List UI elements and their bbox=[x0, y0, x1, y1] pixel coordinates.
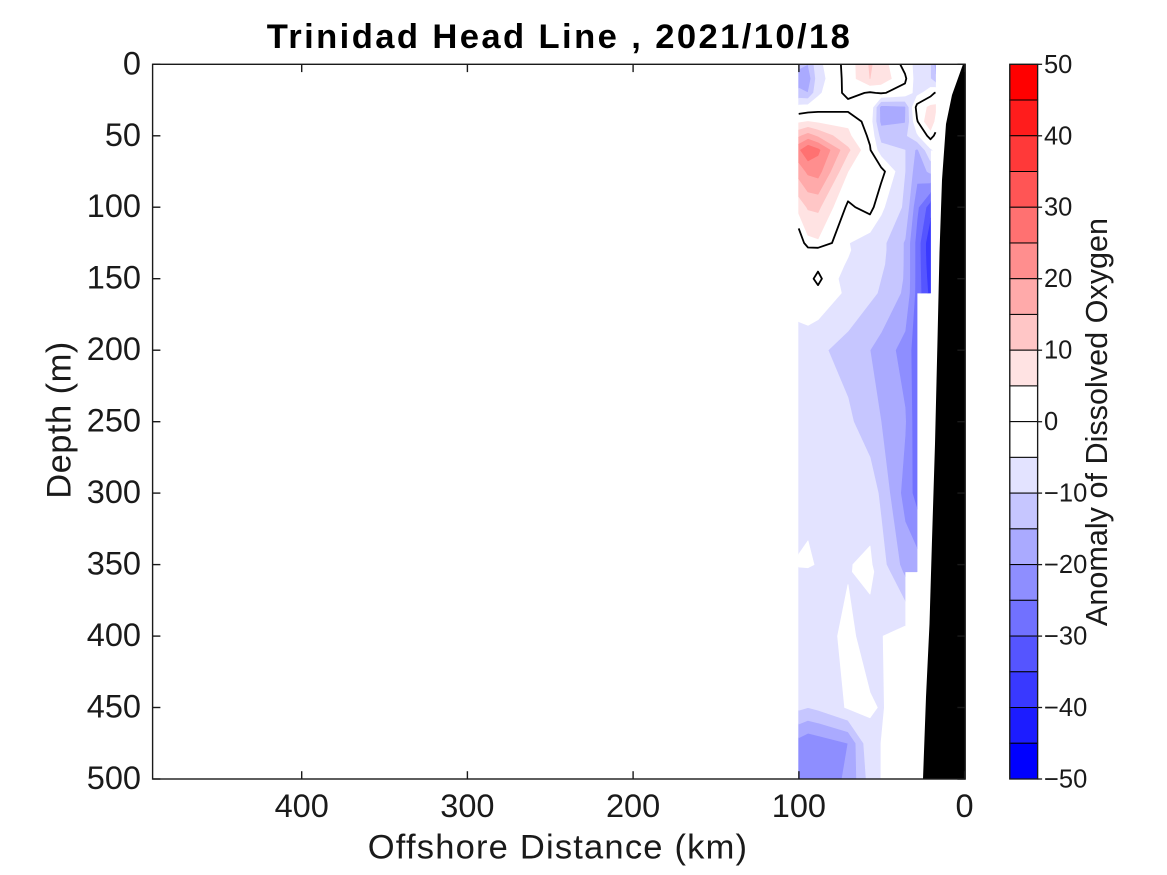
svg-text:Offshore Distance (km): Offshore Distance (km) bbox=[368, 829, 748, 867]
svg-text:Anomaly of Dissolved Oxygen: Anomaly of Dissolved Oxygen bbox=[1080, 218, 1114, 626]
svg-text:0: 0 bbox=[123, 45, 141, 81]
svg-text:Trinidad Head Line , 2021/10/1: Trinidad Head Line , 2021/10/18 bbox=[267, 18, 853, 56]
svg-text:0: 0 bbox=[1044, 408, 1058, 436]
svg-text:0: 0 bbox=[956, 788, 974, 824]
svg-text:100: 100 bbox=[87, 188, 141, 224]
svg-text:500: 500 bbox=[87, 760, 141, 796]
svg-text:30: 30 bbox=[1044, 194, 1072, 222]
svg-text:200: 200 bbox=[87, 331, 141, 367]
svg-text:300: 300 bbox=[87, 474, 141, 510]
svg-text:350: 350 bbox=[87, 546, 141, 582]
svg-text:50: 50 bbox=[105, 117, 141, 153]
svg-text:450: 450 bbox=[87, 689, 141, 725]
svg-text:150: 150 bbox=[87, 260, 141, 296]
svg-text:−30: −30 bbox=[1044, 623, 1087, 651]
svg-text:−50: −50 bbox=[1044, 766, 1087, 794]
svg-text:−10: −10 bbox=[1044, 480, 1087, 508]
svg-text:300: 300 bbox=[440, 788, 494, 824]
svg-text:−40: −40 bbox=[1044, 694, 1087, 722]
svg-text:250: 250 bbox=[87, 403, 141, 439]
svg-text:−20: −20 bbox=[1044, 551, 1087, 579]
svg-text:100: 100 bbox=[772, 788, 826, 824]
svg-text:Depth (m): Depth (m) bbox=[41, 341, 79, 498]
svg-text:40: 40 bbox=[1044, 122, 1072, 150]
svg-text:400: 400 bbox=[87, 617, 141, 653]
svg-text:200: 200 bbox=[606, 788, 660, 824]
svg-text:20: 20 bbox=[1044, 265, 1072, 293]
svg-text:10: 10 bbox=[1044, 337, 1072, 365]
svg-text:400: 400 bbox=[275, 788, 329, 824]
svg-text:50: 50 bbox=[1044, 51, 1072, 79]
